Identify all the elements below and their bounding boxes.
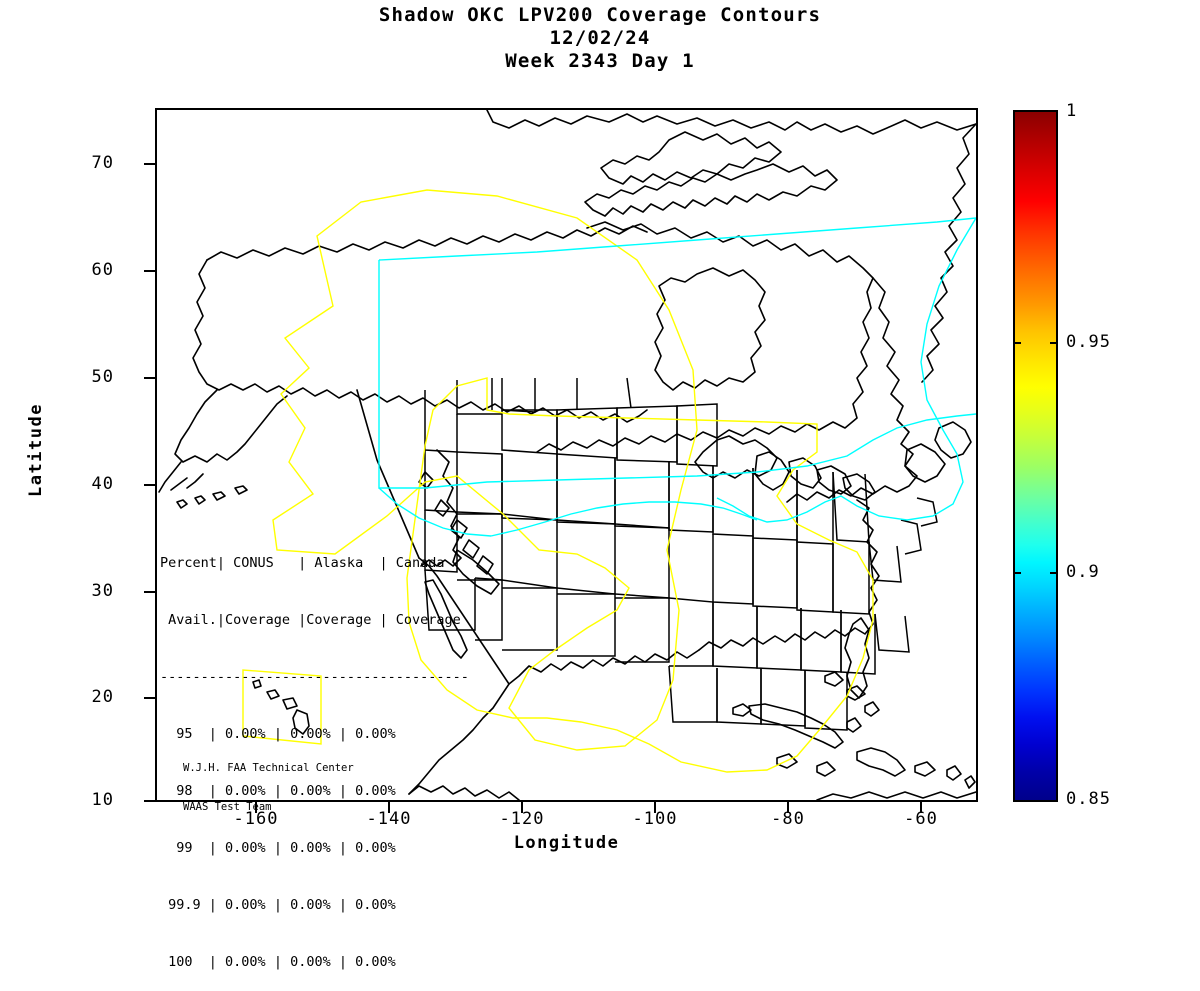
xtick-label-minus120: -120 — [499, 809, 545, 829]
xtick-label-minus140: -140 — [366, 809, 412, 829]
colorbar-label-09: 0.9 — [1066, 562, 1100, 582]
chart-title-block: Shadow OKC LPV200 Coverage Contours 12/0… — [0, 4, 1200, 73]
table-row: 99.9 | 0.00% | 0.00% | 0.00% — [160, 897, 396, 913]
canada-service-volume-contour — [378, 217, 976, 537]
map-plot-area[interactable] — [155, 108, 978, 802]
coverage-stats-table: Percent| CONUS | Alaska | Canada Avail.|… — [160, 516, 469, 991]
xtick-minus140 — [388, 802, 390, 813]
cell-alaska: 0.00% — [290, 840, 331, 856]
colorbar-label-max: 1 — [1066, 101, 1078, 121]
ytick-label-20: 20 — [91, 687, 114, 707]
cell-alaska: 0.00% — [290, 954, 331, 970]
xtick-label-minus100: -100 — [632, 809, 678, 829]
credit-line-1: W.J.H. FAA Technical Center — [183, 762, 354, 774]
cell-canada: 0.00% — [355, 897, 396, 913]
stats-header-row-2: Avail.|Coverage |Coverage | Coverage — [160, 612, 461, 628]
ytick-40 — [144, 484, 155, 486]
colorbar-tick-09-left — [1013, 572, 1021, 574]
xtick-label-minus60: -60 — [904, 809, 938, 829]
xtick-minus160 — [255, 802, 257, 813]
state-borders-layer — [424, 377, 938, 731]
x-axis-label: Longitude — [513, 833, 620, 853]
table-row: 100 | 0.00% | 0.00% | 0.00% — [160, 954, 396, 970]
table-row: 99 | 0.00% | 0.00% | 0.00% — [160, 840, 396, 856]
cell-conus: 0.00% — [225, 897, 266, 913]
ytick-label-30: 30 — [91, 581, 114, 601]
north-america-map — [157, 110, 976, 800]
ytick-50 — [144, 377, 155, 379]
table-row: 98 | 0.00% | 0.00% | 0.00% — [160, 783, 396, 799]
cell-alaska: 0.00% — [290, 726, 331, 742]
cell-conus: 0.00% — [225, 840, 266, 856]
ytick-10 — [144, 800, 155, 802]
ytick-label-50: 50 — [91, 367, 114, 387]
title-line-2: 12/02/24 — [549, 27, 651, 49]
coastlines-layer — [158, 110, 976, 800]
table-row: 95 | 0.00% | 0.00% | 0.00% — [160, 726, 396, 742]
y-axis-label: Latitude — [26, 403, 46, 497]
colorbar-tick-09-right — [1050, 572, 1058, 574]
cell-avail: 99.9 — [160, 897, 209, 913]
xtick-minus80 — [787, 802, 789, 813]
colorbar — [1013, 110, 1058, 802]
xtick-label-minus160: -160 — [233, 809, 279, 829]
ytick-30 — [144, 591, 155, 593]
xtick-label-minus80: -80 — [771, 809, 805, 829]
xtick-minus120 — [521, 802, 523, 813]
cell-avail: 100 — [160, 954, 209, 970]
ytick-label-70: 70 — [91, 153, 114, 173]
xtick-minus60 — [920, 802, 922, 813]
cell-canada: 0.00% — [355, 783, 396, 799]
cell-canada: 0.00% — [355, 954, 396, 970]
cell-canada: 0.00% — [355, 840, 396, 856]
cell-conus: 0.00% — [225, 954, 266, 970]
title-line-1: Shadow OKC LPV200 Coverage Contours — [378, 4, 822, 26]
title-line-3: Week 2343 Day 1 — [505, 50, 695, 72]
credit-line-2: WAAS Test Team — [183, 801, 272, 813]
stats-header-row-1: Percent| CONUS | Alaska | Canada — [160, 555, 445, 571]
stats-header-rule: -------------------------------------- — [160, 669, 469, 685]
xtick-minus100 — [654, 802, 656, 813]
ytick-70 — [144, 163, 155, 165]
ytick-label-60: 60 — [91, 260, 114, 280]
cell-avail: 95 — [160, 726, 209, 742]
colorbar-tick-095-right — [1050, 342, 1058, 344]
cell-alaska: 0.00% — [290, 783, 331, 799]
colorbar-label-min: 0.85 — [1066, 789, 1111, 809]
colorbar-tick-095-left — [1013, 342, 1021, 344]
ytick-20 — [144, 697, 155, 699]
credit-block: W.J.H. FAA Technical Center WAAS Test Te… — [183, 736, 354, 827]
cell-conus: 0.00% — [225, 783, 266, 799]
cell-alaska: 0.00% — [290, 897, 331, 913]
ytick-60 — [144, 270, 155, 272]
cell-avail: 99 — [160, 840, 209, 856]
ytick-label-40: 40 — [91, 474, 114, 494]
cell-canada: 0.00% — [355, 726, 396, 742]
cell-avail: 98 — [160, 783, 209, 799]
cell-conus: 0.00% — [225, 726, 266, 742]
ytick-label-10: 10 — [91, 790, 114, 810]
conus-service-volume-contour — [242, 189, 874, 773]
colorbar-label-095: 0.95 — [1066, 332, 1111, 352]
